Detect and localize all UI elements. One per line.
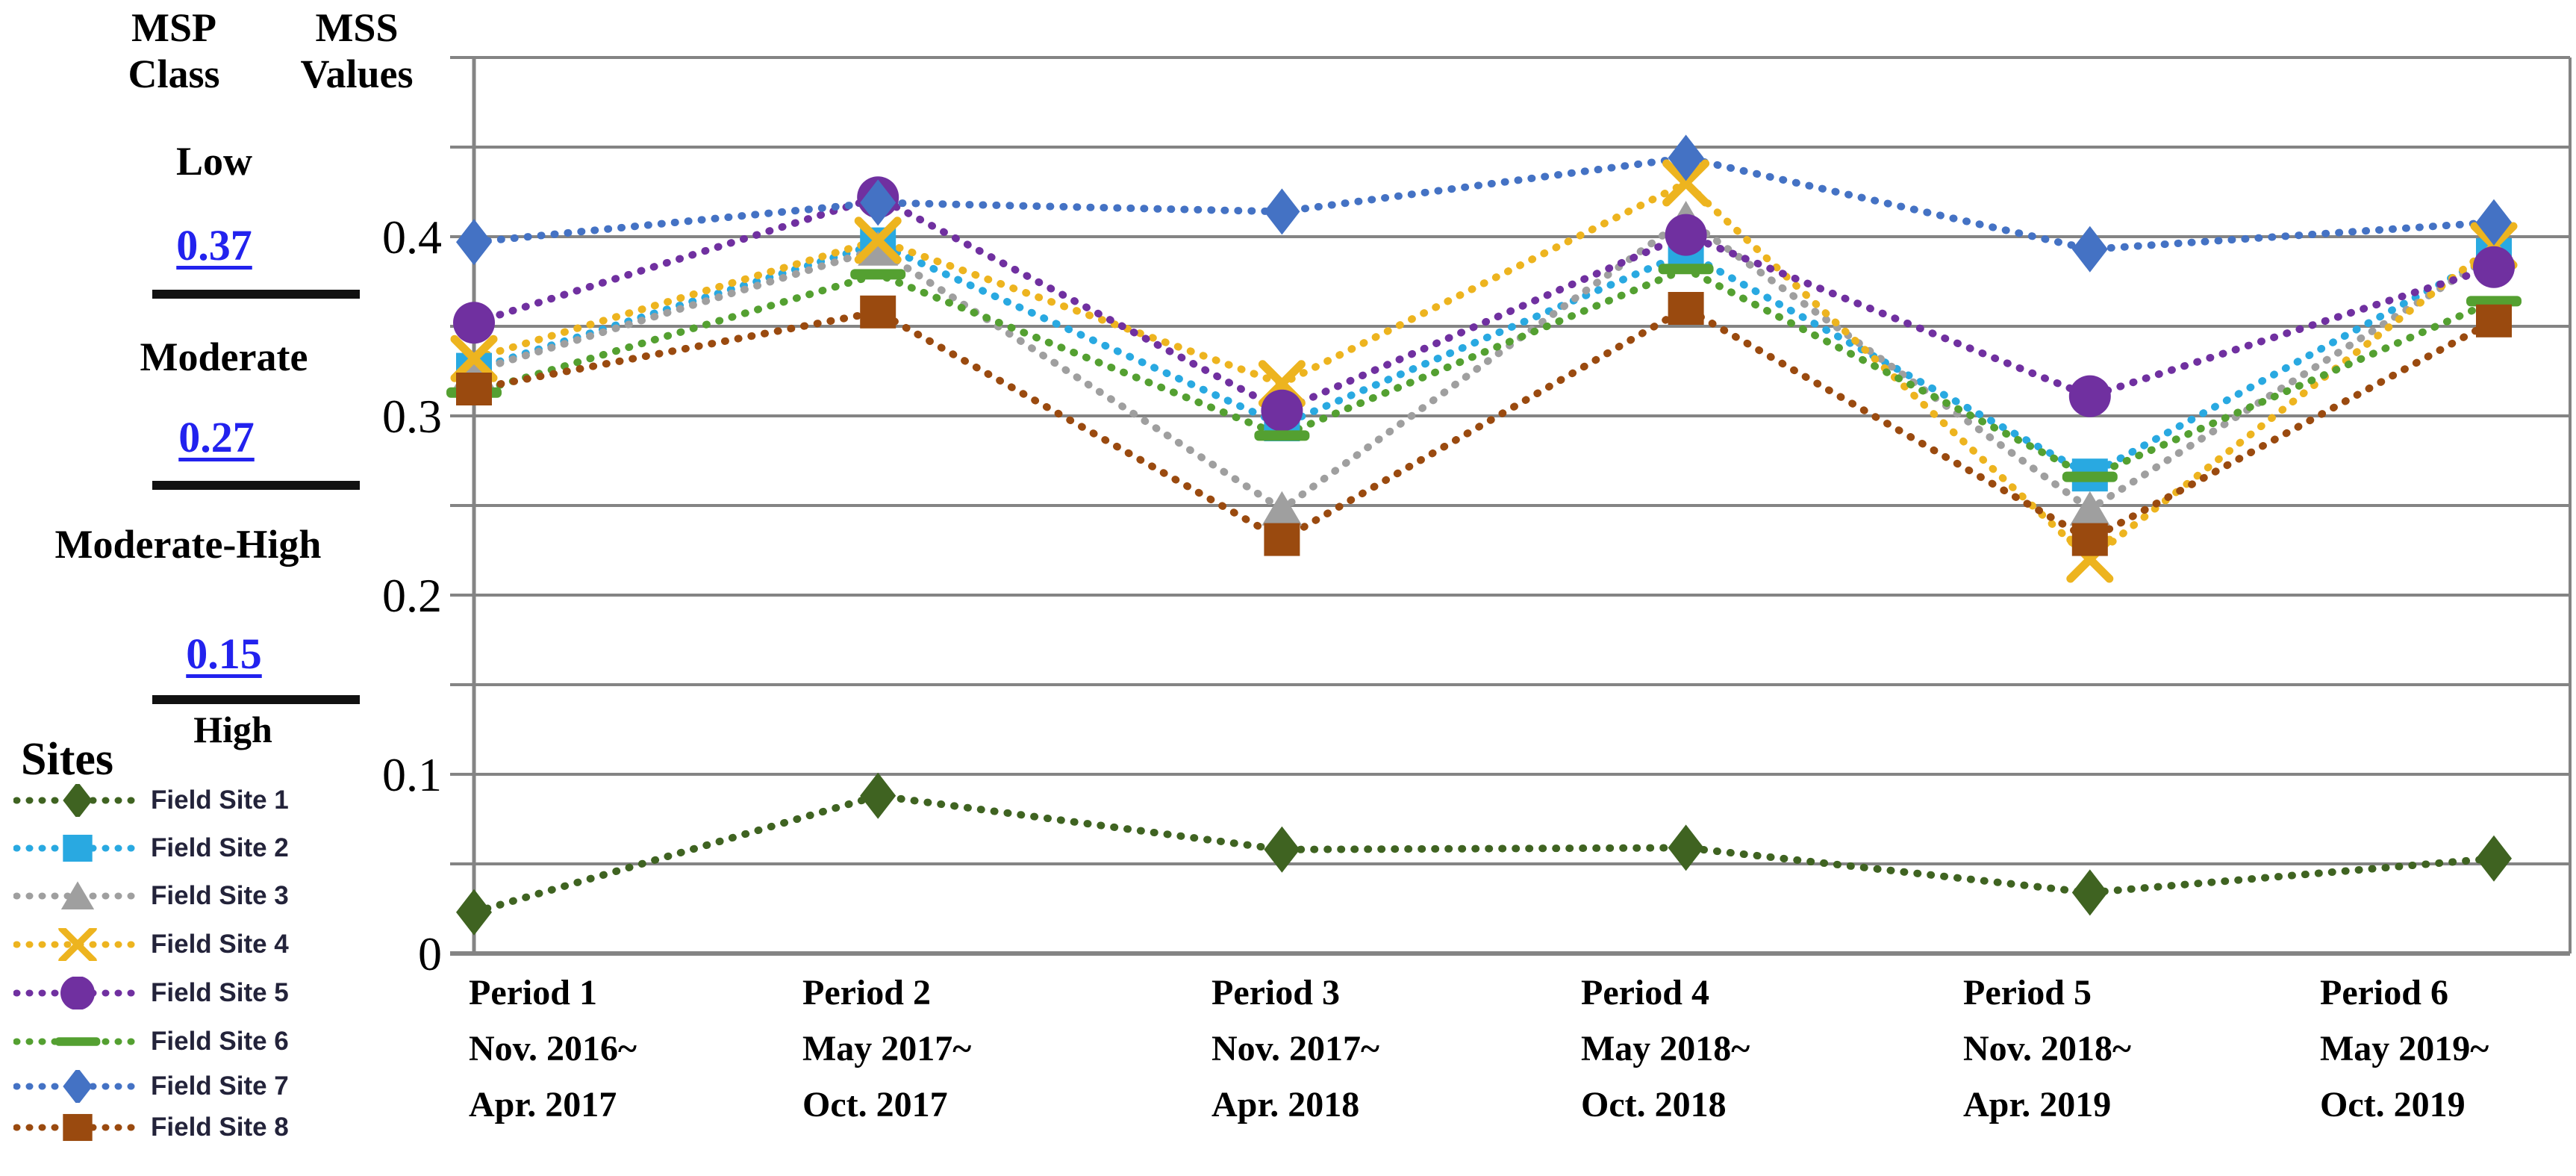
series-markers-field-site-2 (456, 227, 2512, 492)
legend-swatch-diamond-icon (13, 1070, 142, 1103)
x-category-label: Period 2 (802, 973, 931, 1012)
series-markers-field-site-7 (456, 134, 2512, 273)
legend-label: Field Site 3 (151, 881, 289, 910)
legend-item-field-site-3: Field Site 3 (13, 880, 289, 912)
mss-header-line1: MSS (315, 5, 399, 50)
legend-label: Field Site 1 (151, 785, 289, 815)
mss-values-header: MSS Values (300, 4, 413, 97)
msp-class-header: MSP Class (128, 4, 219, 97)
legend-item-field-site-1: Field Site 1 (13, 784, 289, 817)
sites-legend-header: Sites (21, 734, 113, 785)
msp-class-high-label: High (193, 709, 272, 750)
msp-class-moderate-high-label: Moderate-High (54, 522, 322, 567)
legend-label: Field Site 6 (151, 1027, 289, 1056)
x-category-label: Period 1 (469, 973, 597, 1012)
threshold-modhigh-high: 0.15 (186, 629, 262, 678)
threshold-low-moderate: 0.37 (176, 221, 252, 270)
series-markers-field-site-4 (450, 159, 2518, 583)
legend-label: Field Site 7 (151, 1071, 289, 1101)
legend-item-field-site-6: Field Site 6 (13, 1025, 289, 1058)
legend-swatch-square-icon (13, 834, 142, 862)
legend-item-field-site-4: Field Site 4 (13, 928, 289, 961)
x-category-label: Nov. 2016~ (469, 1029, 637, 1068)
series-line-field-site-2 (470, 240, 2498, 479)
x-category-label: Nov. 2018~ (1963, 1029, 2131, 1068)
legend-label: Field Site 5 (151, 978, 289, 1007)
x-axis-labels: Period 1 Nov. 2016~ Apr. 2017 Period 2 May 2… (469, 973, 2489, 1124)
x-category-label: May 2019~ (2320, 1029, 2489, 1068)
series-line-field-site-5 (470, 193, 2498, 415)
msp-header-line2: Class (128, 52, 220, 96)
y-axis-tick-labels: 0 0.1 0.2 0.3 0.4 (382, 211, 442, 980)
legend-label: Field Site 4 (151, 930, 289, 959)
series-markers-field-site-1 (456, 772, 2512, 936)
x-category-label: Oct. 2018 (1581, 1085, 1727, 1124)
mss-header-line2: Values (300, 52, 414, 96)
msp-class-low-label: Low (175, 139, 253, 184)
threshold-divider-1 (152, 290, 360, 299)
y-tick-label: 0.2 (382, 569, 442, 622)
x-category-label: Period 6 (2320, 973, 2448, 1012)
series-markers-field-site-6 (446, 264, 2522, 482)
x-category-label: May 2018~ (1581, 1029, 1750, 1068)
legend-swatch-triangle-icon (13, 881, 142, 910)
y-tick-label: 0.4 (382, 211, 442, 264)
legend-item-field-site-2: Field Site 2 (13, 832, 289, 865)
x-category-label: Oct. 2017 (802, 1085, 948, 1124)
series-markers-field-site-5 (453, 176, 2515, 432)
x-category-label: Apr. 2019 (1963, 1085, 2111, 1124)
gridlines (450, 56, 2572, 956)
legend-item-field-site-7: Field Site 7 (13, 1070, 289, 1103)
y-tick-label: 0.1 (382, 748, 442, 801)
threshold-divider-3 (152, 695, 360, 704)
legend-swatch-diamond-icon (13, 784, 142, 817)
x-category-label: Oct. 2019 (2320, 1085, 2466, 1124)
threshold-moderate-modhigh: 0.27 (178, 413, 255, 461)
threshold-divider-2 (152, 481, 360, 490)
msp-class-moderate-label: Moderate (140, 335, 308, 379)
legend-swatch-dash-icon (13, 1037, 142, 1046)
legend-label: Field Site 2 (151, 833, 289, 862)
x-category-label: May 2017~ (802, 1029, 971, 1068)
msp-header-line1: MSP (131, 5, 216, 50)
legend-item-field-site-8: Field Site 8 (13, 1111, 289, 1144)
legend-swatch-circle-icon (13, 977, 142, 1009)
x-category-label: Apr. 2018 (1211, 1085, 1359, 1124)
y-tick-label: 0.3 (382, 390, 442, 443)
x-category-label: Period 3 (1211, 973, 1340, 1012)
x-category-label: Period 5 (1963, 973, 2092, 1012)
legend-label: Field Site 8 (151, 1113, 289, 1142)
x-category-label: Apr. 2017 (469, 1085, 617, 1124)
y-tick-label: 0 (418, 927, 442, 980)
x-category-label: Nov. 2017~ (1211, 1029, 1379, 1068)
legend-swatch-square-icon (13, 1113, 142, 1142)
legend-swatch-x-icon (13, 928, 142, 961)
series-line-field-site-3 (470, 214, 2498, 514)
series-line-field-site-8 (470, 304, 2498, 544)
series-line-field-site-7 (470, 154, 2498, 253)
series-line-field-site-1 (470, 791, 2498, 916)
series-markers-field-site-8 (456, 292, 2512, 556)
series-line-field-site-6 (470, 264, 2498, 482)
x-category-label: Period 4 (1581, 973, 1709, 1012)
legend-item-field-site-5: Field Site 5 (13, 977, 289, 1009)
